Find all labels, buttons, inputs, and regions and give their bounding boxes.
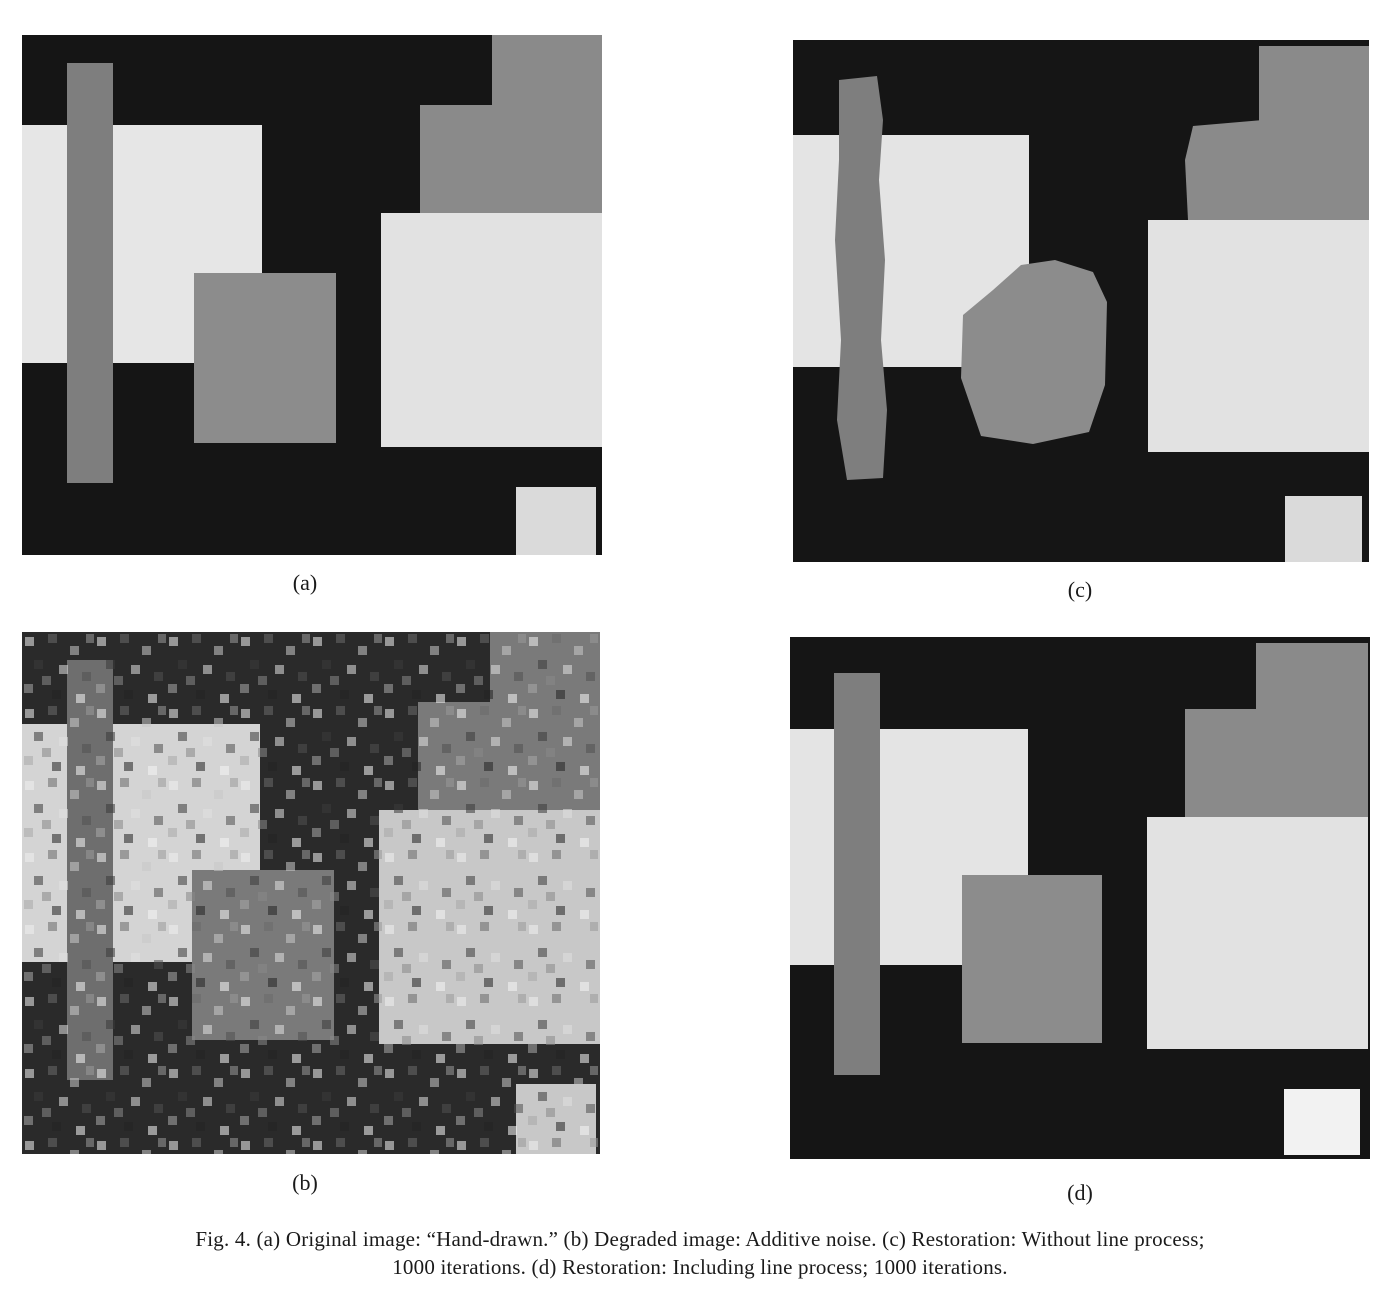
panel-label-b: (b) bbox=[275, 1170, 335, 1196]
figure-panel-a bbox=[22, 35, 602, 555]
restoration-without-line-process bbox=[793, 40, 1369, 562]
figure-panel-d bbox=[790, 637, 1370, 1159]
caption-line-1: Fig. 4. (a) Original image: “Hand-drawn.… bbox=[40, 1225, 1360, 1253]
panel-label-a: (a) bbox=[275, 570, 335, 596]
figure-panel-b bbox=[22, 632, 600, 1154]
figure-panel-c bbox=[793, 40, 1369, 562]
caption-line-2: 1000 iterations. (d) Restoration: Includ… bbox=[40, 1253, 1360, 1281]
restoration-including-line-process bbox=[790, 637, 1370, 1159]
figure-caption: Fig. 4. (a) Original image: “Hand-drawn.… bbox=[40, 1225, 1360, 1281]
panel-label-d: (d) bbox=[1050, 1180, 1110, 1206]
degraded-image-additive-noise bbox=[22, 632, 600, 1154]
panel-label-c: (c) bbox=[1050, 577, 1110, 603]
original-image bbox=[22, 35, 602, 555]
